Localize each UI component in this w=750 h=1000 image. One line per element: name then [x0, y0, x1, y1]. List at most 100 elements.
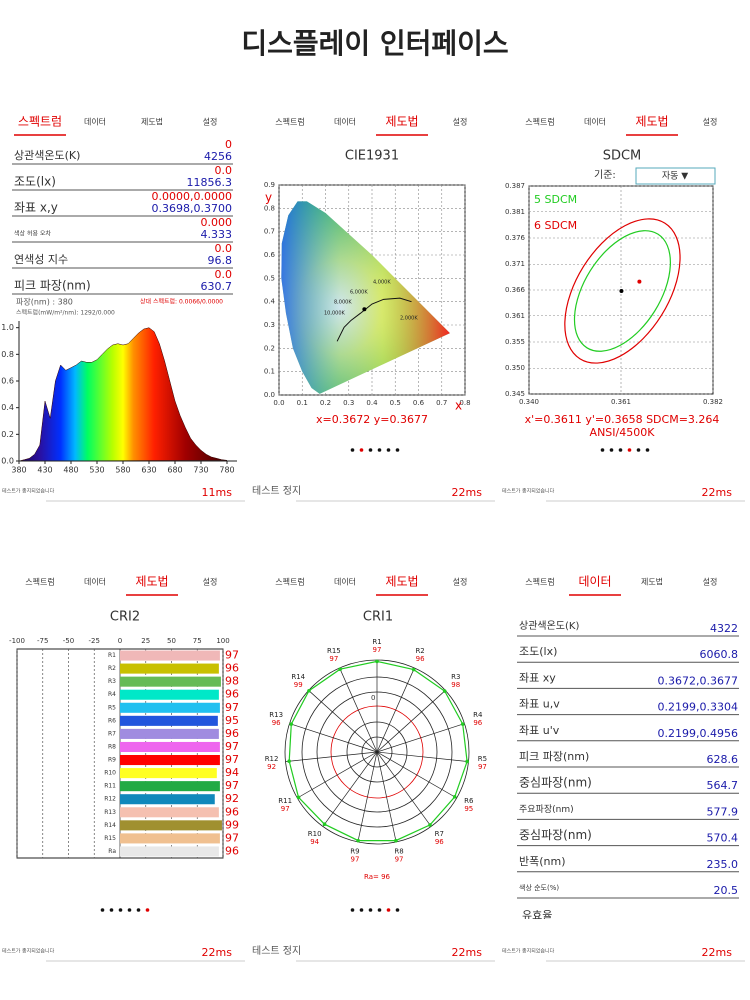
stale-value: 0 — [225, 138, 232, 151]
tab[interactable]: 데이터 — [334, 577, 356, 587]
bar-label: R13 — [104, 809, 116, 816]
tab[interactable]: 스펙트럼 — [275, 117, 304, 127]
tab[interactable]: 스펙트럼 — [275, 577, 304, 587]
tab[interactable]: 제도법 — [141, 117, 163, 127]
tab[interactable]: 제도법 — [641, 577, 663, 587]
tab[interactable]: 설정 — [703, 577, 718, 587]
x-tick-label: 0.3 — [343, 399, 354, 407]
y-tick-label: 0.387 — [505, 182, 525, 190]
spoke-value: 96 — [435, 838, 444, 846]
x-tick-label: -25 — [89, 637, 100, 645]
axis-label: y — [265, 191, 272, 205]
x-tick-label: 0.2 — [320, 399, 331, 407]
bar-label: Ra — [108, 848, 116, 855]
tab[interactable]: 데이터 — [84, 577, 106, 587]
x-tick-label: 50 — [167, 637, 176, 645]
chromaticity-point — [362, 307, 367, 312]
standard-value[interactable]: 자동 ▼ — [662, 171, 688, 182]
cri-point — [460, 722, 465, 726]
spoke-value: 98 — [451, 681, 460, 689]
y-tick-label: 0.345 — [505, 390, 525, 398]
y-tick-label: 0.3 — [264, 321, 275, 329]
bar-label: R14 — [104, 822, 116, 829]
x-tick-label: -100 — [9, 637, 25, 645]
status-text: 테스트 정지 — [252, 945, 301, 957]
spoke-value: 97 — [395, 856, 404, 864]
x-tick-label: 75 — [193, 637, 202, 645]
spoke-label: R4 — [473, 711, 483, 719]
x-tick-label: 730 — [193, 466, 208, 475]
y-tick-label: 0.6 — [1, 377, 14, 386]
bar — [120, 663, 219, 674]
panel-title: CRI1 — [363, 610, 393, 625]
y-tick-label: 0.366 — [505, 286, 526, 294]
y-tick-label: 1.0 — [1, 323, 14, 332]
standard-name: ANSI/4500K — [590, 426, 656, 439]
timing: 22ms — [452, 946, 483, 959]
cri-point — [287, 759, 291, 764]
status-text: 테스트가 종지되었습니다 — [2, 948, 55, 955]
tab[interactable]: 스펙트럼 — [25, 577, 54, 587]
cri-point — [338, 667, 342, 672]
tab[interactable]: 스펙트럼 — [525, 117, 554, 127]
spoke-label: R14 — [291, 673, 305, 681]
tab[interactable]: 제도법 — [385, 575, 418, 589]
spoke-value: 92 — [267, 763, 276, 771]
pager-dot — [600, 448, 605, 452]
spoke — [376, 751, 432, 827]
bar-label: R5 — [108, 704, 116, 711]
bar — [120, 768, 217, 779]
x-tick-label: 580 — [115, 466, 130, 475]
spoke-value: 97 — [281, 805, 290, 813]
cct-label: 6,000K — [350, 290, 368, 296]
panel-title: CIE1931 — [345, 149, 399, 164]
stale-value: 0.000 — [201, 216, 233, 229]
spoke-label: R8 — [394, 848, 403, 856]
tab[interactable]: 스펙트럼 — [18, 115, 62, 129]
tab[interactable]: 데이터 — [334, 117, 356, 127]
tab[interactable]: 데이터 — [84, 117, 106, 127]
row-value: 20.5 — [714, 884, 739, 897]
x-tick-label: 0.1 — [297, 399, 308, 407]
tab[interactable]: 스펙트럼 — [525, 577, 554, 587]
tab[interactable]: 설정 — [203, 577, 218, 587]
spoke — [376, 751, 457, 799]
tab[interactable]: 제도법 — [635, 115, 668, 129]
spoke-label: R9 — [350, 848, 359, 856]
bar — [120, 846, 219, 857]
tab[interactable]: 데이터 — [578, 575, 611, 589]
standard-select[interactable] — [635, 167, 716, 185]
sdcm-ellipse — [564, 218, 681, 364]
spoke-value: 96 — [473, 719, 482, 727]
row-value: 4256 — [204, 150, 232, 163]
tab[interactable]: 설정 — [453, 117, 468, 127]
spoke-value: 94 — [310, 838, 319, 846]
x-tick-label: 0.340 — [519, 398, 539, 406]
tab[interactable]: 설정 — [703, 117, 718, 127]
pager-dot — [368, 908, 373, 912]
x-tick-label: 0.0 — [273, 399, 284, 407]
bar-label: R8 — [108, 743, 116, 750]
tab[interactable]: 설정 — [453, 577, 468, 587]
relative: 상대 스펙트럼: 0.0066/0.0000 — [140, 298, 223, 306]
row-label: 색상 순도(%) — [519, 883, 559, 892]
spoke — [376, 667, 415, 753]
pager-dot — [368, 448, 373, 452]
stale-value: 0.0 — [215, 268, 233, 281]
row-value: 0.2199,0.4956 — [658, 727, 738, 740]
bar-value: 96 — [225, 844, 239, 857]
cct-label: 10,000K — [324, 311, 345, 317]
tab[interactable]: 제도법 — [385, 115, 418, 129]
tab[interactable]: 제도법 — [135, 575, 168, 589]
readout: x'=0.3611 y'=0.3658 SDCM=3.264 — [525, 413, 720, 426]
tab[interactable]: 데이터 — [584, 117, 606, 127]
row-label: 피크 파장(nm) — [519, 750, 589, 763]
spoke-label: R12 — [265, 755, 279, 763]
x-tick-label: 780 — [219, 466, 234, 475]
tab[interactable]: 설정 — [203, 117, 218, 127]
y-tick-label: 0.4 — [264, 298, 276, 306]
spoke — [376, 751, 469, 762]
spoke-value: 96 — [272, 719, 281, 727]
pager-dot — [127, 908, 132, 912]
